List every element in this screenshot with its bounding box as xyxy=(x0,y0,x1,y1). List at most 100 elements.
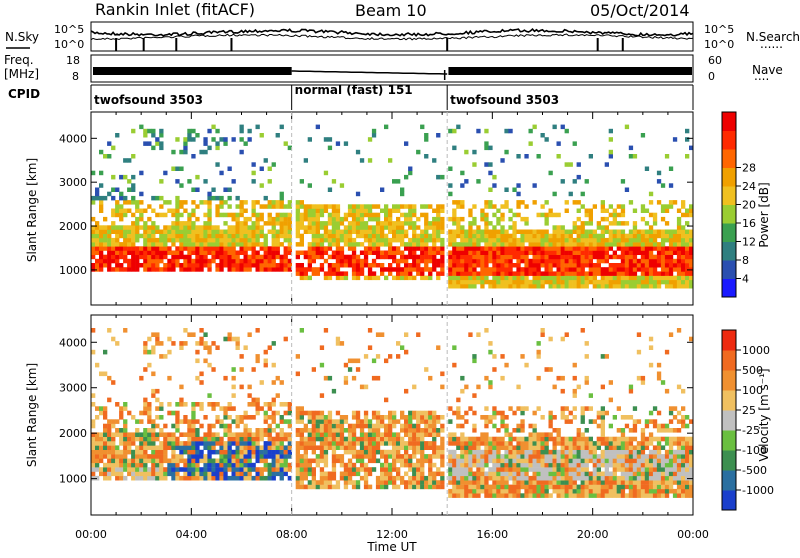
heatmap-cell xyxy=(520,217,524,222)
heatmap-cell xyxy=(284,445,288,450)
heatmap-cell xyxy=(460,376,464,381)
heatmap-cell xyxy=(215,415,219,420)
heatmap-cell xyxy=(524,480,528,485)
heatmap-cell xyxy=(609,150,613,155)
heatmap-cell xyxy=(416,441,420,446)
heatmap-cell xyxy=(228,267,232,272)
heatmap-cell xyxy=(368,454,372,459)
heatmap-cell xyxy=(384,204,388,209)
heatmap-cell xyxy=(512,230,516,235)
heatmap-cell xyxy=(645,263,649,268)
heatmap-cell xyxy=(685,209,689,214)
heatmap-cell xyxy=(163,267,167,272)
heatmap-cell xyxy=(472,263,476,268)
heatmap-cell xyxy=(203,179,207,184)
heatmap-cell xyxy=(280,476,284,481)
heatmap-cell xyxy=(432,485,436,490)
heatmap-cell xyxy=(183,242,187,247)
heatmap-cell xyxy=(561,238,565,243)
heatmap-cell xyxy=(139,472,143,477)
heatmap-cell xyxy=(171,476,175,481)
heatmap-cell xyxy=(240,432,244,437)
heatmap-cell xyxy=(633,221,637,226)
heatmap-cell xyxy=(183,146,187,151)
colorbar-swatch xyxy=(722,112,736,131)
heatmap-cell xyxy=(228,259,232,264)
heatmap-cell xyxy=(91,454,95,459)
heatmap-cell xyxy=(428,467,432,472)
heatmap-cell xyxy=(537,376,541,381)
heatmap-cell xyxy=(143,341,147,346)
heatmap-cell xyxy=(685,459,689,464)
heatmap-cell xyxy=(143,398,147,403)
heatmap-cell xyxy=(312,476,316,481)
heatmap-cell xyxy=(464,454,468,459)
heatmap-cell xyxy=(296,372,300,377)
heatmap-cell xyxy=(252,467,256,472)
heatmap-cell xyxy=(573,259,577,264)
heatmap-cell xyxy=(685,129,689,134)
heatmap-cell xyxy=(516,424,520,429)
heatmap-cell xyxy=(472,472,476,477)
heatmap-cell xyxy=(179,242,183,247)
heatmap-cell xyxy=(312,441,316,446)
heatmap-cell xyxy=(649,234,653,239)
heatmap-cell xyxy=(424,217,428,222)
heatmap-cell xyxy=(111,424,115,429)
heatmap-cell xyxy=(228,255,232,260)
heatmap-cell xyxy=(428,441,432,446)
heatmap-cell xyxy=(340,238,344,243)
beam-label: Beam 10 xyxy=(355,1,427,20)
heatmap-cell xyxy=(533,284,537,289)
heatmap-cell xyxy=(516,204,520,209)
heatmap-cell xyxy=(496,411,500,416)
heatmap-cell xyxy=(368,209,372,214)
heatmap-cell xyxy=(480,450,484,455)
heatmap-cell xyxy=(492,367,496,372)
heatmap-cell xyxy=(565,267,569,272)
heatmap-cell xyxy=(356,204,360,209)
heatmap-cell xyxy=(159,402,163,407)
heatmap-cell xyxy=(516,480,520,485)
heatmap-cell xyxy=(223,242,227,247)
heatmap-cell xyxy=(512,234,516,239)
heatmap-cell xyxy=(240,476,244,481)
heatmap-cell xyxy=(296,267,300,272)
heatmap-cell xyxy=(553,276,557,281)
heatmap-cell xyxy=(561,489,565,494)
heatmap-cell xyxy=(533,263,537,268)
heatmap-cell xyxy=(673,406,677,411)
heatmap-cell xyxy=(480,230,484,235)
heatmap-cell xyxy=(380,271,384,276)
heatmap-cell xyxy=(661,424,665,429)
heatmap-cell xyxy=(645,493,649,498)
heatmap-cell xyxy=(219,246,223,251)
heatmap-cell xyxy=(159,238,163,243)
heatmap-cell xyxy=(561,406,565,411)
heatmap-cell xyxy=(95,459,99,464)
heatmap-cell xyxy=(593,263,597,268)
heatmap-cell xyxy=(139,411,143,416)
heatmap-cell xyxy=(219,259,223,264)
heatmap-cell xyxy=(573,472,577,477)
heatmap-cell xyxy=(581,472,585,477)
heatmap-cell xyxy=(629,445,633,450)
heatmap-cell xyxy=(440,242,444,247)
heatmap-cell xyxy=(516,246,520,251)
heatmap-cell xyxy=(400,276,404,281)
heatmap-cell xyxy=(645,251,649,256)
heatmap-cell xyxy=(219,459,223,464)
heatmap-cell xyxy=(372,213,376,218)
heatmap-cell xyxy=(605,411,609,416)
heatmap-cell xyxy=(549,246,553,251)
heatmap-cell xyxy=(308,209,312,214)
heatmap-cell xyxy=(605,454,609,459)
heatmap-cell xyxy=(260,472,264,477)
heatmap-cell xyxy=(665,221,669,226)
heatmap-cell xyxy=(396,467,400,472)
heatmap-cell xyxy=(356,234,360,239)
heatmap-cell xyxy=(296,441,300,446)
heatmap-cell xyxy=(404,428,408,433)
heatmap-cell xyxy=(557,259,561,264)
heatmap-cell xyxy=(107,398,111,403)
